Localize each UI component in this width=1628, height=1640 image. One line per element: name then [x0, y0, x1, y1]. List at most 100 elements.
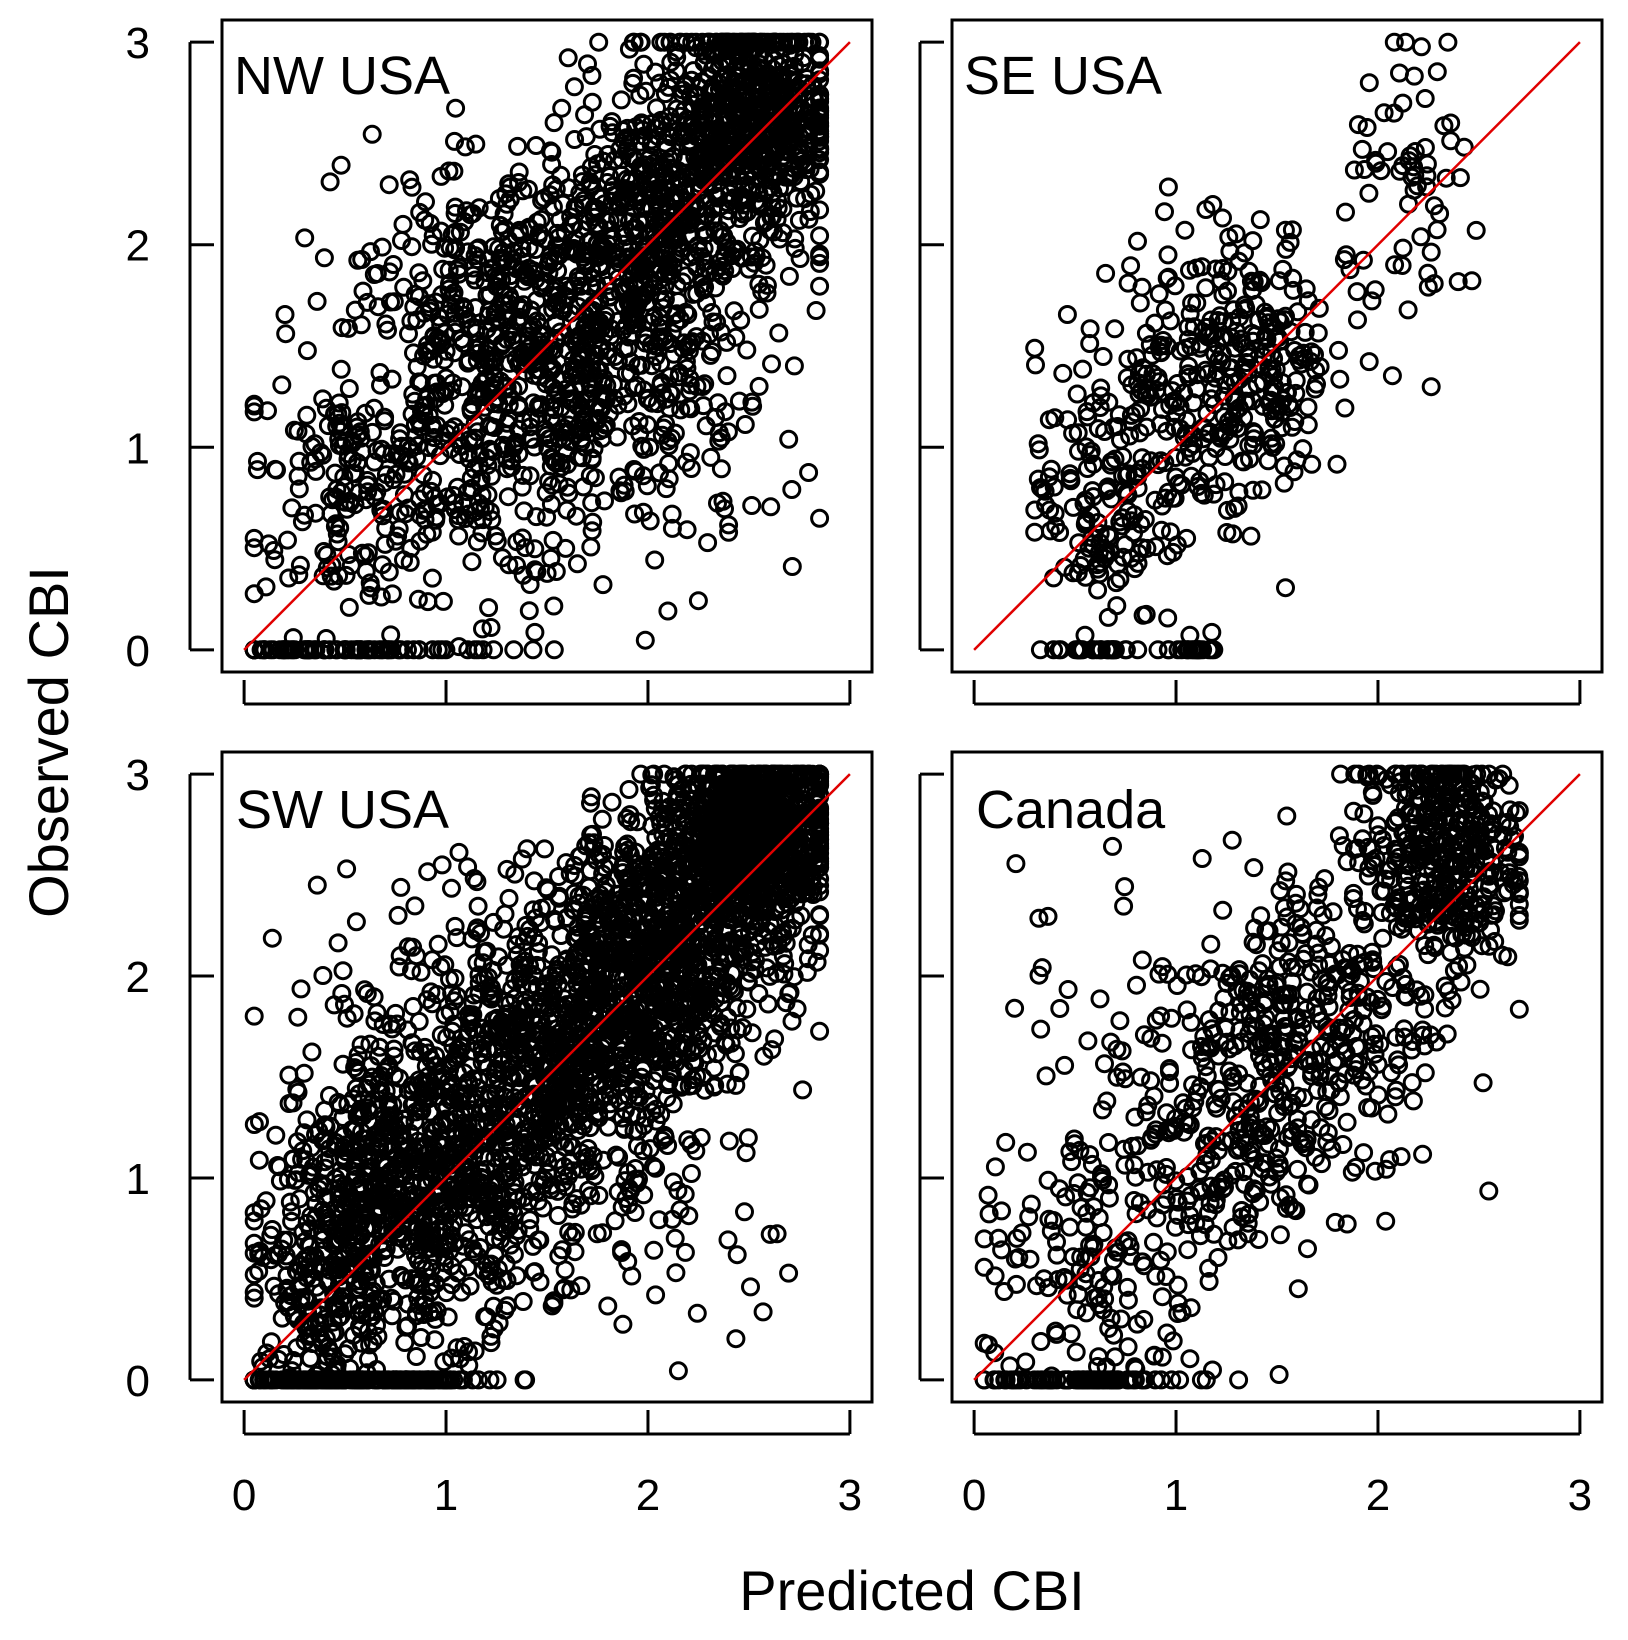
data-point	[540, 141, 560, 161]
data-point	[556, 538, 576, 558]
data-point	[665, 1228, 685, 1248]
data-point	[642, 356, 662, 376]
data-point	[544, 340, 564, 360]
data-point	[544, 596, 564, 616]
data-point	[353, 281, 373, 301]
data-point	[523, 640, 543, 660]
data-point	[626, 295, 646, 315]
data-point	[709, 431, 729, 451]
data-point	[784, 356, 804, 376]
reference-line	[243, 41, 851, 651]
data-point	[1438, 32, 1458, 52]
data-point	[1158, 177, 1178, 197]
data-point	[381, 625, 401, 645]
data-point	[375, 407, 395, 427]
data-point	[508, 136, 528, 156]
data-point	[711, 322, 731, 342]
data-point	[583, 311, 603, 331]
data-point	[331, 155, 351, 175]
data-point	[1175, 220, 1195, 240]
data-point	[1384, 32, 1404, 52]
data-point	[446, 314, 466, 333]
data-point	[339, 597, 359, 617]
data-point	[749, 376, 769, 396]
data-point	[602, 191, 622, 211]
data-point	[408, 589, 428, 609]
data-point	[502, 457, 522, 477]
data-point	[676, 266, 696, 286]
data-point	[484, 418, 504, 437]
data-point	[329, 566, 349, 586]
data-point	[541, 429, 561, 449]
data-point	[581, 157, 601, 177]
panel-title: NW USA	[234, 46, 450, 106]
data-point	[544, 640, 564, 660]
data-point	[1378, 142, 1398, 162]
data-point	[635, 630, 655, 650]
data-point	[682, 332, 702, 352]
data-point	[1057, 305, 1077, 324]
data-point	[1411, 37, 1431, 57]
data-point	[582, 521, 602, 541]
data-point	[365, 487, 385, 507]
data-point	[611, 483, 631, 503]
data-point	[782, 557, 802, 576]
data-point	[481, 466, 501, 486]
data-point	[810, 253, 830, 273]
data-point	[435, 395, 455, 415]
data-point	[1330, 369, 1350, 389]
data-point	[503, 330, 523, 350]
data-point	[525, 539, 545, 559]
data-point	[1121, 256, 1141, 276]
data-point	[633, 502, 653, 522]
data-point	[364, 452, 384, 472]
data-point	[382, 444, 402, 464]
data-point	[483, 442, 503, 462]
data-point	[445, 417, 464, 437]
data-point	[335, 477, 355, 497]
data-point	[675, 1242, 695, 1262]
data-point	[590, 312, 610, 332]
data-point	[405, 391, 425, 411]
panel-se-usa: SE USA	[918, 18, 1604, 706]
data-point	[297, 341, 317, 361]
data-point	[609, 253, 629, 273]
data-point	[326, 514, 346, 534]
data-point	[283, 628, 303, 648]
data-point	[423, 470, 442, 490]
data-point	[394, 550, 413, 570]
data-point	[439, 260, 459, 280]
data-point	[320, 487, 340, 507]
data-point	[662, 504, 682, 524]
data-point	[306, 640, 325, 660]
y-axis	[918, 40, 944, 652]
data-point	[1421, 242, 1441, 262]
data-point	[650, 330, 670, 350]
data-point	[495, 378, 515, 398]
data-point	[512, 528, 532, 548]
data-point	[256, 577, 276, 597]
data-point	[1359, 352, 1379, 372]
data-point	[1359, 73, 1379, 93]
data-point	[1026, 355, 1045, 375]
data-point	[388, 905, 408, 925]
data-point	[731, 310, 751, 330]
data-point	[267, 460, 286, 480]
data-point	[297, 405, 317, 425]
data-point	[369, 640, 389, 660]
data-point	[462, 552, 482, 572]
data-point	[1241, 526, 1261, 546]
data-point	[1105, 319, 1125, 339]
data-point	[477, 348, 497, 368]
data-point	[548, 1206, 568, 1225]
data-point	[761, 497, 781, 517]
data-point	[348, 640, 367, 660]
data-point	[442, 225, 462, 245]
data-point	[1393, 93, 1413, 113]
data-point	[600, 116, 620, 136]
data-point	[468, 896, 488, 916]
data-point	[539, 471, 559, 491]
data-point	[275, 305, 295, 324]
data-point	[328, 532, 348, 552]
data-point	[362, 124, 382, 144]
